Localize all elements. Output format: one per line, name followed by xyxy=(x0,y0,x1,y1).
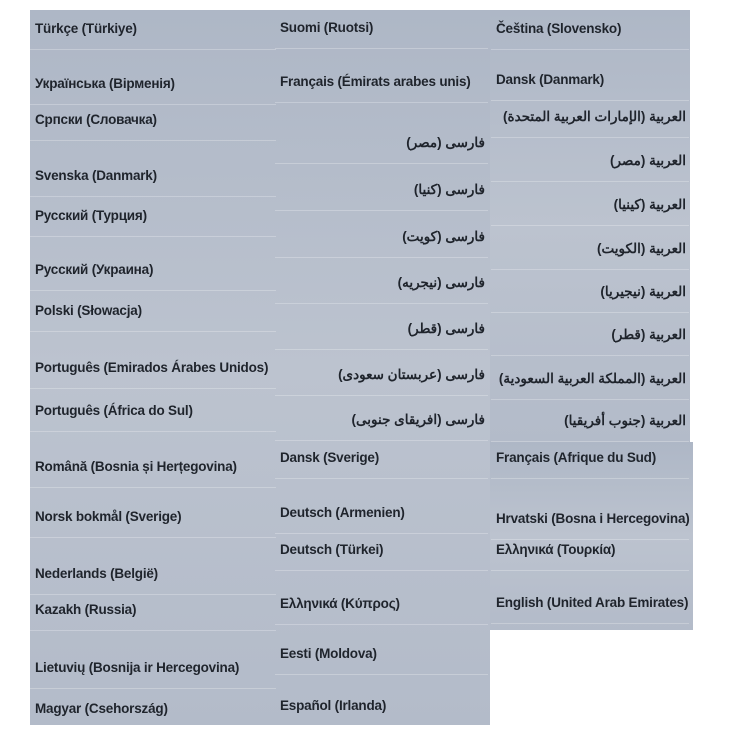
language-option[interactable]: Suomi (Ruotsi) xyxy=(280,20,374,35)
language-option[interactable]: Français (Émirats arabes unis) xyxy=(280,74,471,89)
row-divider xyxy=(275,570,488,571)
list-panel xyxy=(490,442,693,630)
language-option[interactable]: فارسی (مصر) xyxy=(406,135,485,150)
language-option[interactable]: فارسی (افریقای جنوبی) xyxy=(351,412,486,427)
language-option[interactable]: Српски (Словачка) xyxy=(35,112,157,127)
language-option[interactable]: Nederlands (België) xyxy=(35,566,158,581)
language-option[interactable]: Dansk (Sverige) xyxy=(280,450,380,465)
row-divider xyxy=(491,570,689,571)
row-divider xyxy=(30,236,276,237)
language-option[interactable]: Português (África do Sul) xyxy=(35,403,193,418)
language-option[interactable]: العربية (مصر) xyxy=(609,153,686,168)
language-option[interactable]: العربية (قطر) xyxy=(611,327,686,342)
row-divider xyxy=(275,163,488,164)
row-divider xyxy=(30,140,276,141)
row-divider xyxy=(30,104,276,105)
language-option[interactable]: العربية (الكويت) xyxy=(597,241,686,256)
language-option[interactable]: Čeština (Slovensko) xyxy=(496,21,622,36)
language-option[interactable]: Deutsch (Armenien) xyxy=(280,505,405,520)
row-divider xyxy=(30,49,276,50)
row-divider xyxy=(275,395,488,396)
language-option[interactable]: Português (Emirados Árabes Unidos) xyxy=(35,360,269,375)
row-divider xyxy=(491,49,689,50)
language-option[interactable]: Русский (Турция) xyxy=(35,208,147,223)
row-divider xyxy=(30,331,276,332)
row-divider xyxy=(30,688,276,689)
row-divider xyxy=(275,440,488,441)
row-divider xyxy=(491,399,689,400)
row-divider xyxy=(30,487,276,488)
language-option[interactable]: Français (Afrique du Sud) xyxy=(496,450,657,465)
language-option[interactable]: Dansk (Danmark) xyxy=(496,72,605,87)
row-divider xyxy=(491,355,689,356)
language-option[interactable]: العربية (الإمارات العربية المتحدة) xyxy=(503,109,686,124)
row-divider xyxy=(30,729,276,730)
language-option[interactable]: Svenska (Danmark) xyxy=(35,168,157,183)
language-option[interactable]: Ελληνικά (Κύπρος) xyxy=(280,596,400,611)
language-option[interactable]: Polski (Słowacja) xyxy=(35,303,142,318)
row-divider xyxy=(275,303,488,304)
language-option[interactable]: Deutsch (Türkei) xyxy=(280,542,384,557)
row-divider xyxy=(30,196,276,197)
row-divider xyxy=(275,48,488,49)
language-option[interactable]: Русский (Украина) xyxy=(35,262,154,277)
row-divider xyxy=(275,674,488,675)
language-option[interactable]: Magyar (Csehország) xyxy=(35,701,168,716)
row-divider xyxy=(275,533,488,534)
row-divider xyxy=(30,594,276,595)
language-option[interactable]: فارسی (کنیا) xyxy=(413,182,485,197)
row-divider xyxy=(30,388,276,389)
language-option[interactable]: English (United Arab Emirates) xyxy=(496,595,689,610)
language-option[interactable]: فارسی (عربستان سعودی) xyxy=(338,367,485,382)
language-option[interactable]: فارسی (قطر) xyxy=(407,321,486,336)
language-option[interactable]: فارسی (کویت) xyxy=(402,229,485,244)
row-divider xyxy=(275,726,488,727)
language-option[interactable]: فارسی (نیجریه) xyxy=(397,275,486,290)
language-option[interactable]: العربية (المملكة العربية السعودية) xyxy=(498,371,686,386)
language-option[interactable]: Norsk bokmål (Sverige) xyxy=(35,509,182,524)
row-divider xyxy=(491,100,689,101)
row-divider xyxy=(491,478,689,479)
row-divider xyxy=(275,478,488,479)
row-divider xyxy=(275,624,488,625)
language-option[interactable]: Ελληνικά (Τουρκία) xyxy=(496,542,616,557)
row-divider xyxy=(275,349,488,350)
language-option[interactable]: Українська (Вірменія) xyxy=(35,76,175,91)
row-divider xyxy=(491,623,689,624)
row-divider xyxy=(491,137,689,138)
row-divider xyxy=(491,539,689,540)
language-option[interactable]: العربية (جنوب أفريقيا) xyxy=(564,413,686,428)
row-divider xyxy=(275,102,488,103)
row-divider xyxy=(30,290,276,291)
list-panel xyxy=(30,10,275,725)
language-option[interactable]: Română (Bosnia și Herțegovina) xyxy=(35,459,237,474)
row-divider xyxy=(491,225,689,226)
list-panel xyxy=(275,10,490,725)
row-divider xyxy=(275,210,488,211)
language-option[interactable]: Türkçe (Türkiye) xyxy=(35,21,137,36)
row-divider xyxy=(491,441,689,442)
row-divider xyxy=(491,181,689,182)
row-divider xyxy=(30,537,276,538)
language-option[interactable]: Lietuvių (Bosnija ir Hercegovina) xyxy=(35,660,240,675)
language-option[interactable]: العربية (كينيا) xyxy=(613,197,687,212)
row-divider xyxy=(491,269,689,270)
language-option[interactable]: Español (Irlanda) xyxy=(280,698,387,713)
language-option[interactable]: Eesti (Moldova) xyxy=(280,646,377,661)
list-panel xyxy=(490,10,690,442)
language-option[interactable]: العربية (نيجيريا) xyxy=(600,284,686,299)
row-divider xyxy=(30,630,276,631)
row-divider xyxy=(491,312,689,313)
language-option[interactable]: Hrvatski (Bosna i Hercegovina) xyxy=(496,511,690,526)
row-divider xyxy=(30,431,276,432)
row-divider xyxy=(275,257,488,258)
language-option[interactable]: Kazakh (Russia) xyxy=(35,602,137,617)
